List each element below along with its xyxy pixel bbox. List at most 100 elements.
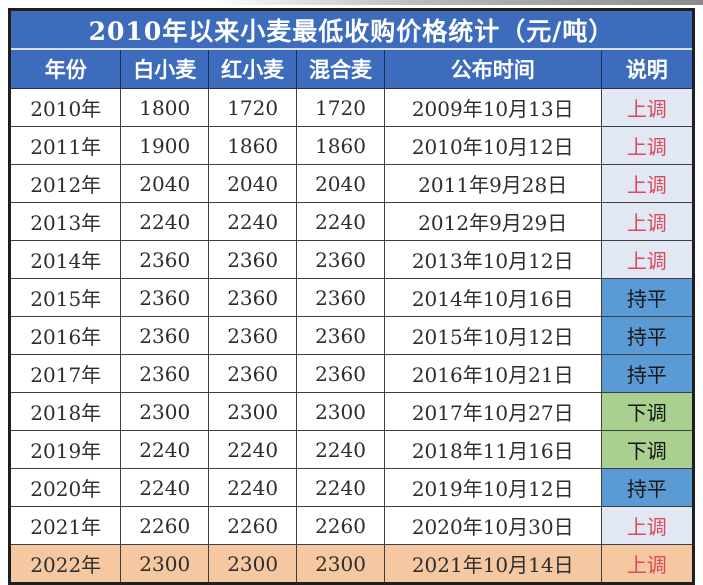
wheat-price-table: 2010年以来小麦最低收购价格统计（元/吨） 年份 白小麦 红小麦 混合麦 公布… <box>8 8 695 585</box>
column-header-year: 年份 <box>8 49 122 89</box>
status-cell: 持平 <box>600 316 695 355</box>
mixed-wheat-cell: 2300 <box>296 392 385 431</box>
publish-date-cell: 2021年10月14日 <box>383 544 602 584</box>
publish-date-cell: 2015年10月12日 <box>383 316 602 355</box>
status-cell: 上调 <box>600 164 695 203</box>
year-cell: 2021年 <box>8 506 122 545</box>
year-cell: 2012年 <box>8 164 122 203</box>
table-row: 2013年 2240 2240 2240 2012年9月29日 上调 <box>8 202 695 241</box>
year-cell: 2015年 <box>8 278 122 317</box>
year-cell: 2018年 <box>8 392 122 431</box>
publish-date-cell: 2019年10月12日 <box>383 468 602 507</box>
column-header-publish-date: 公布时间 <box>383 49 602 89</box>
table-row: 2018年 2300 2300 2300 2017年10月27日 下调 <box>8 392 695 431</box>
year-cell: 2016年 <box>8 316 122 355</box>
mixed-wheat-cell: 2240 <box>296 430 385 469</box>
publish-date-cell: 2016年10月21日 <box>383 354 602 393</box>
status-cell: 下调 <box>600 430 695 469</box>
white-wheat-cell: 2040 <box>120 164 210 203</box>
white-wheat-cell: 2240 <box>120 468 210 507</box>
white-wheat-cell: 2240 <box>120 430 210 469</box>
table-row: 2011年 1900 1860 1860 2010年10月12日 上调 <box>8 126 695 165</box>
red-wheat-cell: 2360 <box>208 316 298 355</box>
red-wheat-cell: 2360 <box>208 240 298 279</box>
table-row: 2022年 2300 2300 2300 2021年10月14日 上调 <box>8 544 695 584</box>
table-row: 2019年 2240 2240 2240 2018年11月16日 下调 <box>8 430 695 469</box>
red-wheat-cell: 2360 <box>208 278 298 317</box>
red-wheat-cell: 2360 <box>208 354 298 393</box>
red-wheat-cell: 2240 <box>208 202 298 241</box>
red-wheat-cell: 2260 <box>208 506 298 545</box>
header-row: 年份 白小麦 红小麦 混合麦 公布时间 说明 <box>8 49 695 89</box>
column-header-note: 说明 <box>600 49 695 89</box>
status-cell: 持平 <box>600 354 695 393</box>
table-title: 2010年以来小麦最低收购价格统计（元/吨） <box>9 9 694 50</box>
status-cell: 持平 <box>600 468 695 507</box>
table-row: 2010年 1800 1720 1720 2009年10月13日 上调 <box>8 88 695 127</box>
white-wheat-cell: 2240 <box>120 202 210 241</box>
status-cell: 下调 <box>600 392 695 431</box>
mixed-wheat-cell: 2360 <box>296 316 385 355</box>
white-wheat-cell: 2260 <box>120 506 210 545</box>
publish-date-cell: 2020年10月30日 <box>383 506 602 545</box>
white-wheat-cell: 1900 <box>120 126 210 165</box>
publish-date-cell: 2018年11月16日 <box>383 430 602 469</box>
title-row: 2010年以来小麦最低收购价格统计（元/吨） <box>9 9 694 50</box>
year-cell: 2011年 <box>8 126 122 165</box>
white-wheat-cell: 2360 <box>120 354 210 393</box>
year-cell: 2013年 <box>8 202 122 241</box>
status-cell: 上调 <box>600 88 695 127</box>
white-wheat-cell: 2360 <box>120 240 210 279</box>
year-cell: 2017年 <box>8 354 122 393</box>
mixed-wheat-cell: 2240 <box>296 468 385 507</box>
red-wheat-cell: 1720 <box>208 88 298 127</box>
column-header-mixed-wheat: 混合麦 <box>296 49 385 89</box>
publish-date-cell: 2012年9月29日 <box>383 202 602 241</box>
year-cell: 2022年 <box>8 544 122 584</box>
status-cell: 上调 <box>600 202 695 241</box>
red-wheat-cell: 2240 <box>208 468 298 507</box>
white-wheat-cell: 2360 <box>120 316 210 355</box>
white-wheat-cell: 2300 <box>120 544 210 584</box>
publish-date-cell: 2014年10月16日 <box>383 278 602 317</box>
publish-date-cell: 2009年10月13日 <box>383 88 602 127</box>
red-wheat-cell: 2040 <box>208 164 298 203</box>
column-header-red-wheat: 红小麦 <box>208 49 298 89</box>
status-cell: 上调 <box>600 544 695 584</box>
white-wheat-cell: 1800 <box>120 88 210 127</box>
table-row: 2020年 2240 2240 2240 2019年10月12日 持平 <box>8 468 695 507</box>
top-edge-artifact <box>0 0 703 5</box>
mixed-wheat-cell: 1720 <box>296 88 385 127</box>
status-cell: 上调 <box>600 506 695 545</box>
status-cell: 上调 <box>600 240 695 279</box>
table-row: 2015年 2360 2360 2360 2014年10月16日 持平 <box>8 278 695 317</box>
red-wheat-cell: 2300 <box>208 392 298 431</box>
year-cell: 2010年 <box>8 88 122 127</box>
mixed-wheat-cell: 2360 <box>296 240 385 279</box>
table-row: 2021年 2260 2260 2260 2020年10月30日 上调 <box>8 506 695 545</box>
table-row: 2014年 2360 2360 2360 2013年10月12日 上调 <box>8 240 695 279</box>
year-cell: 2019年 <box>8 430 122 469</box>
publish-date-cell: 2010年10月12日 <box>383 126 602 165</box>
mixed-wheat-cell: 1860 <box>296 126 385 165</box>
year-cell: 2014年 <box>8 240 122 279</box>
mixed-wheat-cell: 2240 <box>296 202 385 241</box>
white-wheat-cell: 2300 <box>120 392 210 431</box>
red-wheat-cell: 2240 <box>208 430 298 469</box>
mixed-wheat-cell: 2040 <box>296 164 385 203</box>
table-row: 2016年 2360 2360 2360 2015年10月12日 持平 <box>8 316 695 355</box>
mixed-wheat-cell: 2300 <box>296 544 385 584</box>
red-wheat-cell: 2300 <box>208 544 298 584</box>
publish-date-cell: 2017年10月27日 <box>383 392 602 431</box>
publish-date-cell: 2013年10月12日 <box>383 240 602 279</box>
table-row: 2012年 2040 2040 2040 2011年9月28日 上调 <box>8 164 695 203</box>
column-header-white-wheat: 白小麦 <box>120 49 210 89</box>
publish-date-cell: 2011年9月28日 <box>383 164 602 203</box>
status-cell: 持平 <box>600 278 695 317</box>
mixed-wheat-cell: 2260 <box>296 506 385 545</box>
white-wheat-cell: 2360 <box>120 278 210 317</box>
year-cell: 2020年 <box>8 468 122 507</box>
table-row: 2017年 2360 2360 2360 2016年10月21日 持平 <box>8 354 695 393</box>
red-wheat-cell: 1860 <box>208 126 298 165</box>
wheat-price-table-wrap: 2010年以来小麦最低收购价格统计（元/吨） 年份 白小麦 红小麦 混合麦 公布… <box>8 8 695 585</box>
